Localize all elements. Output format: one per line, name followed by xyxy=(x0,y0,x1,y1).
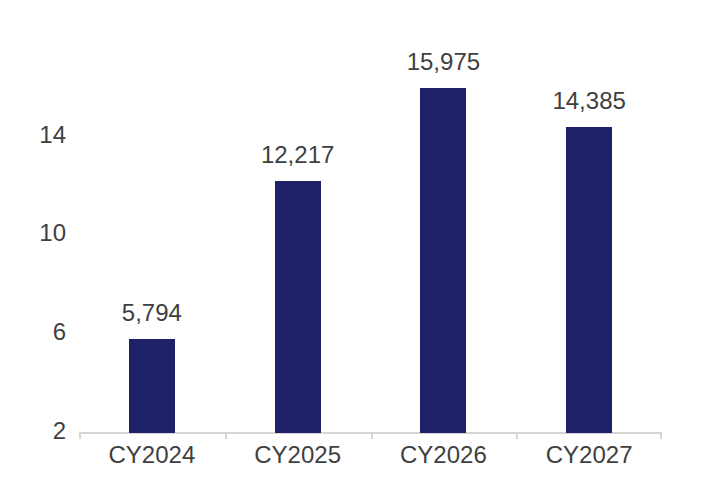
y-axis-tick-label: 14 xyxy=(0,120,66,150)
data-label-cy2027: 14,385 xyxy=(509,86,669,116)
data-label-cy2024: 5,794 xyxy=(72,298,232,328)
y-axis-tick-label: 10 xyxy=(0,218,66,248)
data-label-cy2025: 12,217 xyxy=(218,140,378,170)
x-axis-tick-mark xyxy=(225,432,227,439)
x-axis-tick-mark xyxy=(516,432,518,439)
x-axis-label-cy2025: CY2025 xyxy=(228,441,368,469)
x-axis-tick-mark xyxy=(660,432,662,439)
bar-cy2024 xyxy=(129,339,175,433)
y-axis-tick-label: 2 xyxy=(0,416,66,446)
x-axis-label-cy2026: CY2026 xyxy=(373,441,513,469)
bar-cy2027 xyxy=(566,127,612,433)
plot-area: 261014 5,79412,21715,97514,385 CY2024CY2… xyxy=(0,0,720,497)
bar-cy2026 xyxy=(420,88,466,433)
y-axis-tick-label: 6 xyxy=(0,317,66,347)
x-axis-label-cy2024: CY2024 xyxy=(82,441,222,469)
bar-chart: 261014 5,79412,21715,97514,385 CY2024CY2… xyxy=(0,0,720,497)
x-axis-label-cy2027: CY2027 xyxy=(519,441,659,469)
data-label-cy2026: 15,975 xyxy=(363,47,523,77)
x-axis-tick-mark xyxy=(79,432,81,439)
x-axis-tick-mark xyxy=(371,432,373,439)
bar-cy2025 xyxy=(275,181,321,433)
